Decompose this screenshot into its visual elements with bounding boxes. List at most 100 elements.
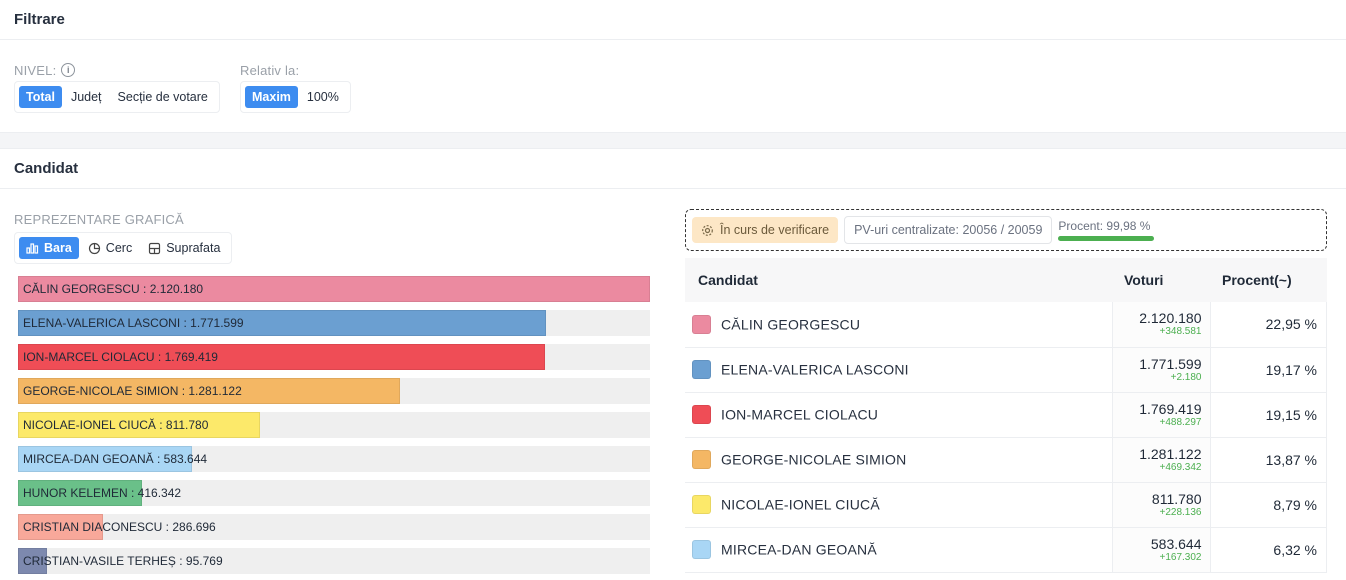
chart-bar-button[interactable]: Bara bbox=[19, 237, 79, 259]
bar-row[interactable]: GEORGE-NICOLAE SIMION : 1.281.122 bbox=[18, 378, 650, 404]
progress-indicator: Procent: 99,98 % bbox=[1058, 219, 1155, 241]
candidate-name: NICOLAE-IONEL CIUCĂ bbox=[721, 496, 880, 513]
candidate-cell: MIRCEA-DAN GEOANĂ bbox=[685, 527, 1112, 573]
progress-bar bbox=[1058, 236, 1155, 241]
votes-value: 2.120.180 bbox=[1139, 310, 1202, 327]
table-row[interactable]: MIRCEA-DAN GEOANĂ 583.644 +167.302 6,32 % bbox=[685, 527, 1327, 573]
bar bbox=[18, 446, 192, 472]
percent-cell: 13,87 % bbox=[1209, 437, 1327, 483]
bar-row[interactable]: ION-MARCEL CIOLACU : 1.769.419 bbox=[18, 344, 650, 370]
nivel-total-button[interactable]: Total bbox=[19, 86, 62, 108]
chart-suprafata-button[interactable]: Suprafata bbox=[141, 237, 227, 259]
bar-label: CRISTIAN DIACONESCU : 286.696 bbox=[23, 520, 216, 534]
votes-cell: 2.120.180 +348.581 bbox=[1111, 302, 1210, 348]
votes-delta: +2.180 bbox=[1170, 371, 1202, 383]
votes-delta: +228.136 bbox=[1159, 506, 1202, 518]
votes-value: 1.281.122 bbox=[1139, 445, 1202, 462]
bar-label: HUNOR KELEMEN : 416.342 bbox=[23, 486, 182, 500]
progress-fill bbox=[1058, 236, 1155, 241]
chart-cerc-button[interactable]: Cerc bbox=[81, 237, 139, 259]
relativ-label: Relativ la: bbox=[240, 62, 300, 78]
candidate-cell: GEORGE-NICOLAE SIMION bbox=[685, 437, 1112, 483]
candidate-section-title: Candidat bbox=[0, 149, 1346, 189]
votes-value: 583.644 bbox=[1150, 535, 1202, 552]
color-swatch bbox=[692, 314, 711, 334]
candidate-cell: ION-MARCEL CIOLACU bbox=[685, 392, 1112, 438]
votes-cell: 1.771.599 +2.180 bbox=[1111, 347, 1210, 393]
bar-label: ION-MARCEL CIOLACU : 1.769.419 bbox=[23, 350, 218, 364]
bar-label: ELENA-VALERICA LASCONI : 1.771.599 bbox=[23, 316, 244, 330]
bar bbox=[18, 310, 547, 336]
table-row[interactable]: NICOLAE-IONEL CIUCĂ 811.780 +228.136 8,79 % bbox=[685, 482, 1327, 528]
bar-label: GEORGE-NICOLAE SIMION : 1.281.122 bbox=[23, 384, 242, 398]
percent-cell: 6,32 % bbox=[1209, 527, 1327, 573]
bar-label: MIRCEA-DAN GEOANĂ : 583.644 bbox=[23, 452, 208, 466]
votes-delta: +167.302 bbox=[1159, 551, 1202, 563]
nivel-group: NIVEL: i Total Județ Secție de votare bbox=[14, 61, 220, 113]
bar-row[interactable]: CRISTIAN-VASILE TERHEȘ : 95.769 bbox=[18, 548, 650, 574]
bar-row[interactable]: CRISTIAN DIACONESCU : 286.696 bbox=[18, 514, 650, 540]
header-procent[interactable]: Procent(~) bbox=[1210, 258, 1327, 302]
bar bbox=[18, 480, 143, 506]
table-row[interactable]: GEORGE-NICOLAE SIMION 1.281.122 +469.342 13… bbox=[685, 437, 1327, 483]
bar-label: CRISTIAN-VASILE TERHEȘ : 95.769 bbox=[23, 554, 223, 568]
bar bbox=[18, 548, 47, 574]
percent-cell: 19,15 % bbox=[1209, 392, 1327, 438]
bar bbox=[18, 378, 400, 404]
candidate-cell: CĂLIN GEORGESCU bbox=[685, 302, 1112, 348]
votes-cell: 811.780 +228.136 bbox=[1111, 482, 1210, 528]
bar-row[interactable]: CĂLIN GEORGESCU : 2.120.180 bbox=[18, 276, 650, 302]
bar bbox=[18, 276, 650, 302]
relativ-maxim-button[interactable]: Maxim bbox=[245, 86, 298, 108]
votes-value: 1.769.419 bbox=[1139, 400, 1202, 417]
pie-chart-icon bbox=[88, 242, 100, 254]
bar-row[interactable]: NICOLAE-IONEL CIUCĂ : 811.780 bbox=[18, 412, 650, 438]
nivel-judet-button[interactable]: Județ bbox=[70, 90, 102, 104]
bar-row[interactable]: MIRCEA-DAN GEOANĂ : 583.644 bbox=[18, 446, 650, 472]
nivel-sectie-button[interactable]: Secție de votare bbox=[117, 90, 208, 104]
filter-panel: NIVEL: i Total Județ Secție de votare Rel… bbox=[0, 40, 1346, 132]
color-swatch bbox=[692, 405, 711, 424]
header-voturi[interactable]: Voturi bbox=[1112, 258, 1210, 302]
percent-cell: 22,95 % bbox=[1209, 302, 1327, 348]
candidate-name: ELENA-VALERICA LASCONI bbox=[721, 361, 909, 378]
candidate-name: ION-MARCEL CIOLACU bbox=[721, 406, 879, 423]
candidate-cell: ELENA-VALERICA LASCONI bbox=[685, 347, 1112, 393]
color-swatch bbox=[692, 495, 711, 514]
chart-type-label: REPREZENTARE GRAFICĂ bbox=[14, 212, 184, 227]
candidate-panel: REPREZENTARE GRAFICĂ Bara Cerc Suprafata… bbox=[0, 189, 1346, 577]
bar-chart-icon bbox=[26, 243, 39, 254]
percent-cell: 8,79 % bbox=[1209, 482, 1327, 528]
table-row[interactable]: CĂLIN GEORGESCU 2.120.180 +348.581 22,95 % bbox=[685, 302, 1327, 348]
bar-label: NICOLAE-IONEL CIUCĂ : 811.780 bbox=[23, 418, 209, 432]
bar bbox=[18, 514, 104, 540]
relativ-group: Relativ la: Maxim 100% bbox=[240, 61, 351, 113]
info-icon[interactable]: i bbox=[61, 63, 76, 77]
table-row[interactable]: ION-MARCEL CIOLACU 1.769.419 +488.297 19,15… bbox=[685, 392, 1327, 438]
votes-delta: +348.581 bbox=[1159, 326, 1202, 338]
candidate-name: GEORGE-NICOLAE SIMION bbox=[721, 451, 907, 468]
bar bbox=[18, 344, 546, 370]
status-bar: În curs de verificare PV-uri centralizat… bbox=[685, 209, 1327, 251]
gear-icon bbox=[702, 224, 713, 236]
filter-section-title: Filtrare bbox=[0, 0, 1346, 40]
table-row[interactable]: ELENA-VALERICA LASCONI 1.771.599 +2.180 19,… bbox=[685, 347, 1327, 393]
relativ-segmented: Maxim 100% bbox=[240, 81, 351, 113]
nivel-label: NIVEL: bbox=[14, 62, 57, 78]
nivel-segmented: Total Județ Secție de votare bbox=[14, 81, 220, 113]
candidate-name: MIRCEA-DAN GEOANĂ bbox=[721, 541, 877, 558]
progress-label: Procent: 99,98 % bbox=[1058, 219, 1151, 233]
results-area: În curs de verificare PV-uri centralizat… bbox=[685, 209, 1327, 573]
candidate-name: CĂLIN GEORGESCU bbox=[721, 316, 861, 333]
header-candidat[interactable]: Candidat bbox=[685, 258, 1112, 302]
table-header-row: Candidat Voturi Procent(~) bbox=[685, 258, 1327, 302]
relativ-100-button[interactable]: 100% bbox=[306, 90, 339, 104]
color-swatch bbox=[692, 540, 711, 559]
bar-row[interactable]: HUNOR KELEMEN : 416.342 bbox=[18, 480, 650, 506]
pv-count-badge: PV-uri centralizate: 20056 / 20059 bbox=[844, 216, 1053, 244]
votes-value: 811.780 bbox=[1151, 490, 1202, 507]
section-divider bbox=[0, 132, 1346, 149]
color-swatch bbox=[692, 450, 711, 469]
bar-row[interactable]: ELENA-VALERICA LASCONI : 1.771.599 bbox=[18, 310, 650, 336]
percent-cell: 19,17 % bbox=[1209, 347, 1327, 393]
